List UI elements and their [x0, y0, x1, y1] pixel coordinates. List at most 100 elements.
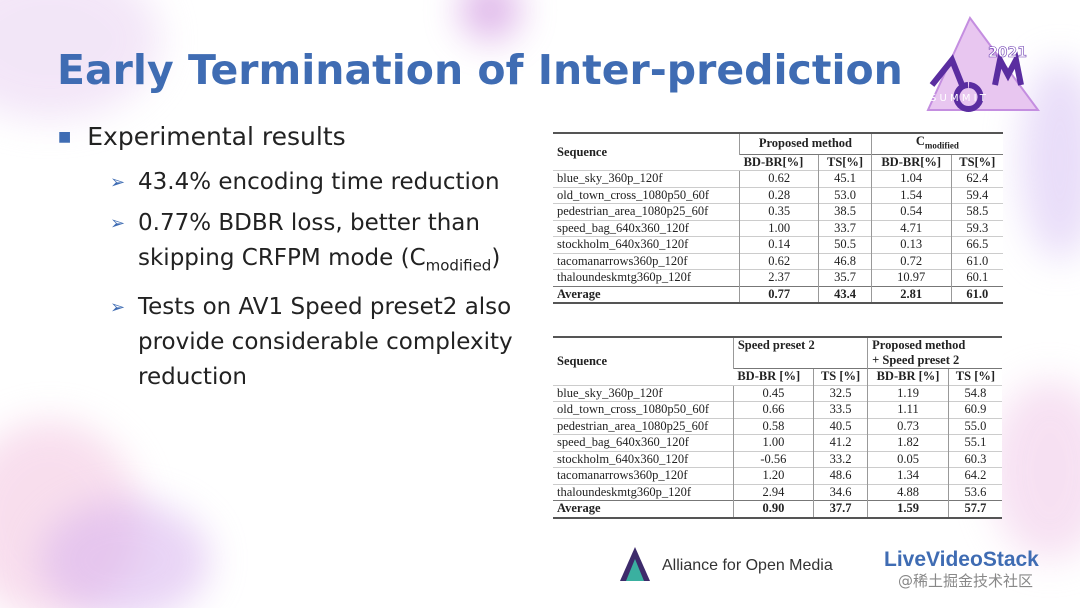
- table-row: thaloundeskmtg360p_120f 2.94 34.6 4.88 53.6: [553, 483, 1002, 501]
- table-cell: stockholm_640x360_120f: [553, 236, 740, 253]
- table-cell: 2.37: [739, 269, 819, 286]
- table-cell: 54.8: [947, 384, 1002, 402]
- table-cell: 37.7: [812, 500, 868, 519]
- bullet-text: Tests on AV1 Speed preset2 also provide …: [138, 293, 513, 390]
- aom-summit-logo: 2021 S U M M I T: [926, 16, 1040, 112]
- table-cell: 1.00: [739, 219, 819, 237]
- table-cell: 60.3: [947, 450, 1002, 468]
- subscript: modified: [924, 140, 959, 151]
- table-cell: 0.35: [739, 203, 819, 220]
- header-cell: Sequence: [553, 336, 734, 385]
- decoration: [460, 0, 520, 40]
- header-text: + Speed preset 2: [872, 353, 960, 367]
- table-cell: 35.7: [818, 269, 872, 286]
- table-cell: Average: [553, 500, 734, 519]
- column-header: BD-BR [%]: [733, 368, 814, 385]
- decoration: [990, 380, 1080, 560]
- table-cell: 0.62: [739, 252, 819, 270]
- table-cell: 33.7: [818, 219, 872, 237]
- table-cell: 66.5: [950, 236, 1003, 253]
- table-cell: 0.05: [867, 450, 949, 468]
- table-cell: 50.5: [818, 236, 872, 253]
- table-cell: 55.1: [947, 434, 1002, 451]
- table-row: thaloundeskmtg360p_120f 2.37 35.7 10.97 60.1: [553, 269, 1003, 286]
- column-header: BD-BR [%]: [867, 368, 949, 385]
- table-cell: speed_bag_640x360_120f: [553, 434, 734, 451]
- bullet-text: ): [491, 245, 501, 271]
- table-cell: blue_sky_360p_120f: [553, 384, 734, 402]
- table-cell: 0.28: [739, 186, 819, 204]
- table-cell: 59.3: [950, 219, 1003, 237]
- logo-year: 2021: [988, 45, 1027, 61]
- table-cell: 53.6: [947, 483, 1002, 501]
- subscript: modified: [425, 256, 492, 275]
- sub-bullet: 0.77% BDBR loss, better than skipping CR…: [110, 206, 520, 284]
- table-row: pedestrian_area_1080p25_60f 0.58 40.5 0.73 5…: [553, 417, 1002, 435]
- decoration: [40, 500, 210, 608]
- table-cell: old_town_cross_1080p50_60f: [553, 186, 740, 204]
- table-cell: 62.4: [950, 170, 1003, 187]
- table-row: tacomanarrows360p_120f 0.62 46.8 0.72 61.0: [553, 252, 1003, 270]
- table-cell: 48.6: [812, 467, 868, 484]
- table-row: blue_sky_360p_120f 0.45 32.5 1.19 54.8: [553, 384, 1002, 402]
- column-header: TS[%]: [818, 153, 872, 171]
- table-cell: 2.94: [732, 483, 814, 501]
- table-cell: 0.73: [867, 417, 949, 435]
- table-cell: 55.0: [947, 417, 1002, 435]
- header-text: C: [915, 134, 925, 148]
- table-row: stockholm_640x360_120f 0.14 50.5 0.13 66.5: [553, 236, 1003, 253]
- header-cell: Proposed method: [739, 132, 872, 154]
- results-table: Sequence Proposed method Cmodified BD-BR…: [553, 132, 1003, 304]
- table-cell: 61.0: [950, 285, 1003, 304]
- table-cell: 1.34: [867, 467, 949, 484]
- table-cell: 57.7: [947, 500, 1002, 519]
- column-header: BD-BR[%]: [739, 153, 819, 171]
- table-cell: 46.8: [818, 252, 872, 270]
- table-cell: 1.20: [732, 467, 814, 484]
- bullet-text: 43.4% encoding time reduction: [138, 169, 500, 195]
- table-cell: 0.54: [870, 203, 952, 220]
- icon-shape: [626, 559, 644, 581]
- table-cell: 0.58: [732, 417, 814, 435]
- table-cell: 1.04: [870, 170, 952, 187]
- table-cell: thaloundeskmtg360p_120f: [553, 269, 740, 286]
- table-row: speed_bag_640x360_120f 1.00 41.2 1.82 55.1: [553, 434, 1002, 451]
- table-cell: 1.54: [870, 186, 952, 204]
- header-cell: Proposed method + Speed preset 2: [867, 336, 1002, 369]
- header-cell: Sequence: [553, 132, 740, 171]
- table-cell: blue_sky_360p_120f: [553, 170, 740, 187]
- table-cell: 32.5: [812, 384, 868, 402]
- table-cell: 45.1: [818, 170, 872, 187]
- table-cell: old_town_cross_1080p50_60f: [553, 401, 734, 418]
- table-cell: 2.81: [870, 285, 952, 304]
- table-cell: 0.72: [870, 252, 952, 270]
- table-cell: speed_bag_640x360_120f: [553, 219, 740, 237]
- table-cell: pedestrian_area_1080p25_60f: [553, 417, 734, 435]
- logo-letters: [929, 51, 1024, 112]
- average-row: Average 0.90 37.7 1.59 57.7: [553, 500, 1002, 519]
- table-cell: 0.66: [732, 401, 814, 418]
- table-cell: tacomanarrows360p_120f: [553, 467, 734, 484]
- column-header: BD-BR[%]: [870, 153, 952, 171]
- bullet-text: 0.77% BDBR loss, better than skipping CR…: [138, 210, 480, 271]
- table-cell: 41.2: [812, 434, 868, 451]
- table-cell: 40.5: [812, 417, 868, 435]
- table-cell: tacomanarrows360p_120f: [553, 252, 740, 270]
- table-cell: 0.90: [732, 500, 814, 519]
- table-cell: 4.71: [870, 219, 952, 237]
- sub-bullets: 43.4% encoding time reduction 0.77% BDBR…: [110, 165, 520, 401]
- footer-text: Alliance for Open Media: [662, 557, 833, 574]
- logo-summit: S U M M I T: [930, 93, 987, 104]
- table-row: pedestrian_area_1080p25_60f 0.35 38.5 0.54 5…: [553, 203, 1003, 220]
- table-cell: 1.11: [867, 401, 949, 418]
- table-cell: 0.62: [739, 170, 819, 187]
- bullet: ■ Experimental results: [58, 122, 346, 151]
- table-cell: 1.00: [732, 434, 814, 451]
- table-cell: 4.88: [867, 483, 949, 501]
- table-row: old_town_cross_1080p50_60f 0.28 53.0 1.54 59…: [553, 186, 1003, 204]
- table-cell: -0.56: [732, 450, 814, 468]
- table-cell: pedestrian_area_1080p25_60f: [553, 203, 740, 220]
- table-cell: 0.14: [739, 236, 819, 253]
- results-table: Sequence Speed preset 2 Proposed method +…: [553, 336, 1002, 519]
